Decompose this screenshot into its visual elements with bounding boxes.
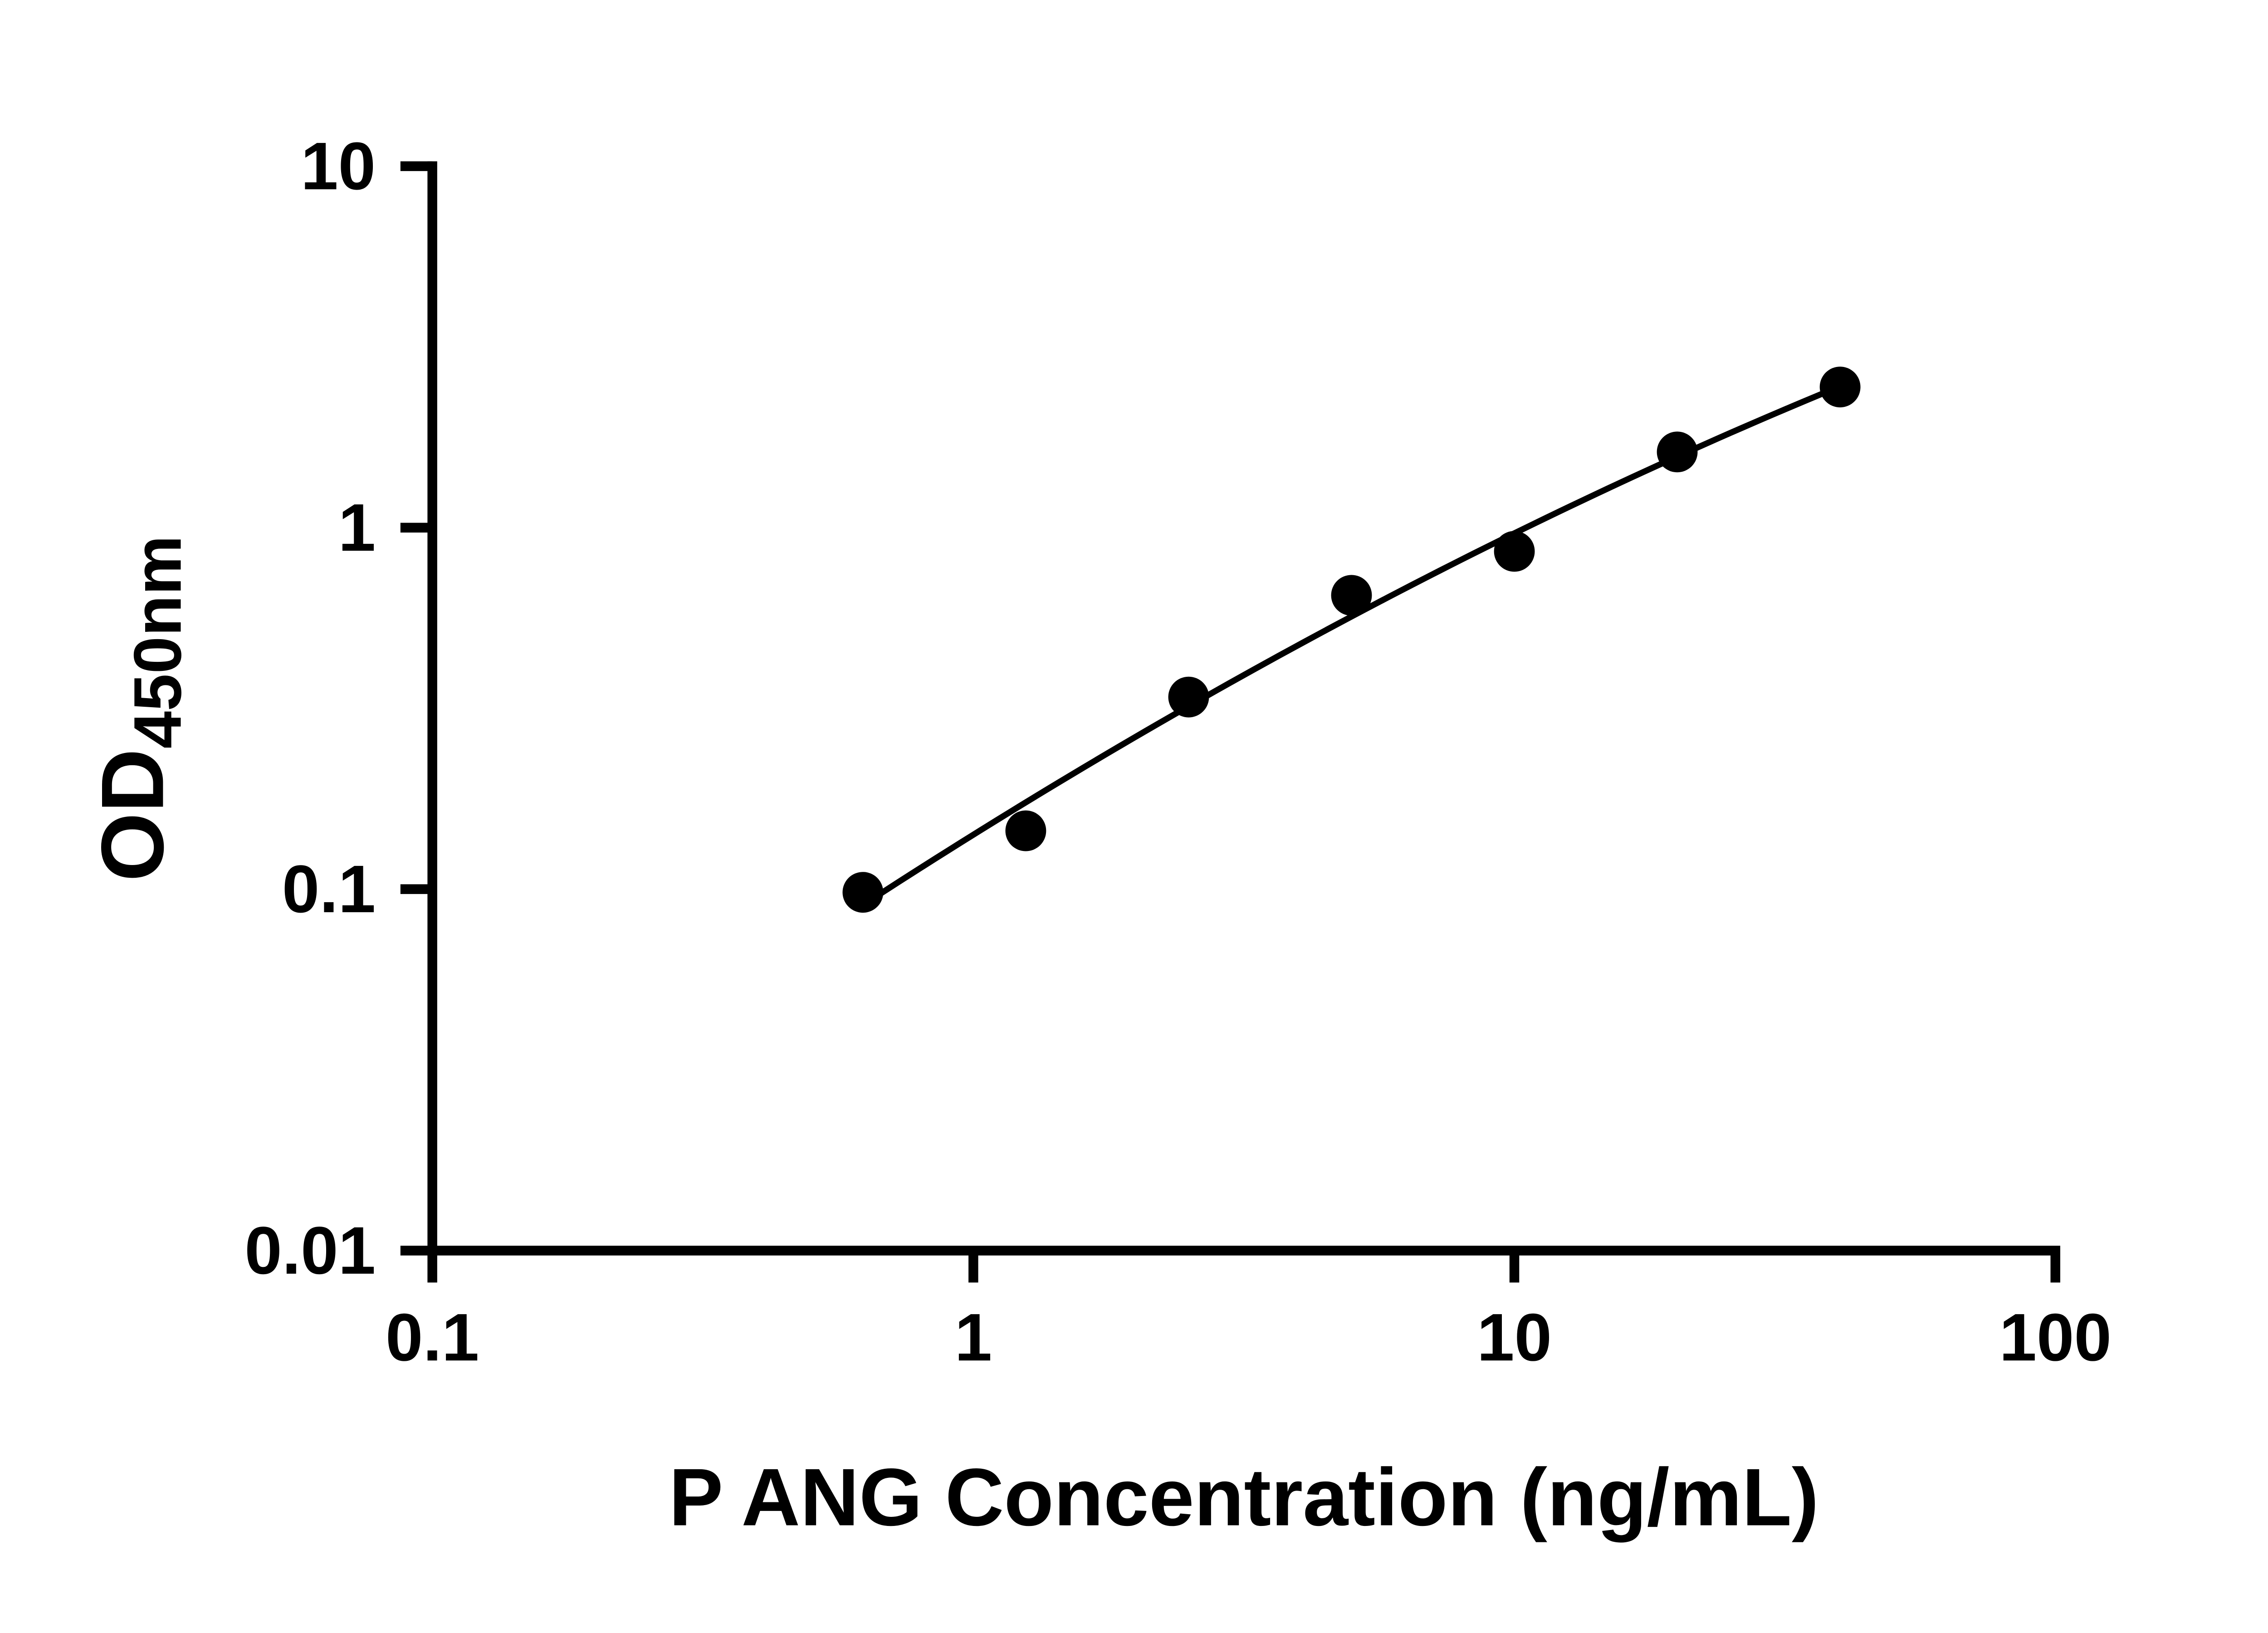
axes-group [427, 161, 2060, 1256]
y-axis-tick-label: 0.01 [244, 1213, 376, 1288]
y-axis-title: OD450nm [83, 535, 195, 881]
x-axis-tick-label: 0.1 [386, 1300, 479, 1375]
data-point-marker [1168, 676, 1209, 718]
data-point-marker [1819, 367, 1861, 408]
y-axis-tick-label: 10 [301, 129, 376, 204]
data-point-marker [1331, 575, 1372, 616]
data-points-group [842, 367, 1861, 913]
data-point-marker [842, 872, 884, 913]
y-axis-title-main: OD [83, 748, 182, 881]
data-point-marker [1494, 531, 1535, 572]
x-axis-tick-label: 10 [1477, 1300, 1552, 1375]
y-axis-tick-label: 0.1 [282, 852, 376, 927]
data-point-marker [1005, 810, 1046, 851]
axis-line [427, 161, 2060, 1256]
x-axis-title: P ANG Concentration (ng/mL) [669, 1452, 1819, 1543]
tick-marks-group [400, 161, 2060, 1283]
data-point-marker [1657, 431, 1698, 473]
x-axis-tick-label: 1 [955, 1300, 992, 1375]
x-axis-tick-label: 100 [1999, 1300, 2112, 1375]
y-axis-title-subscript: 450nm [120, 535, 195, 748]
y-axis-tick-label: 1 [338, 490, 376, 565]
